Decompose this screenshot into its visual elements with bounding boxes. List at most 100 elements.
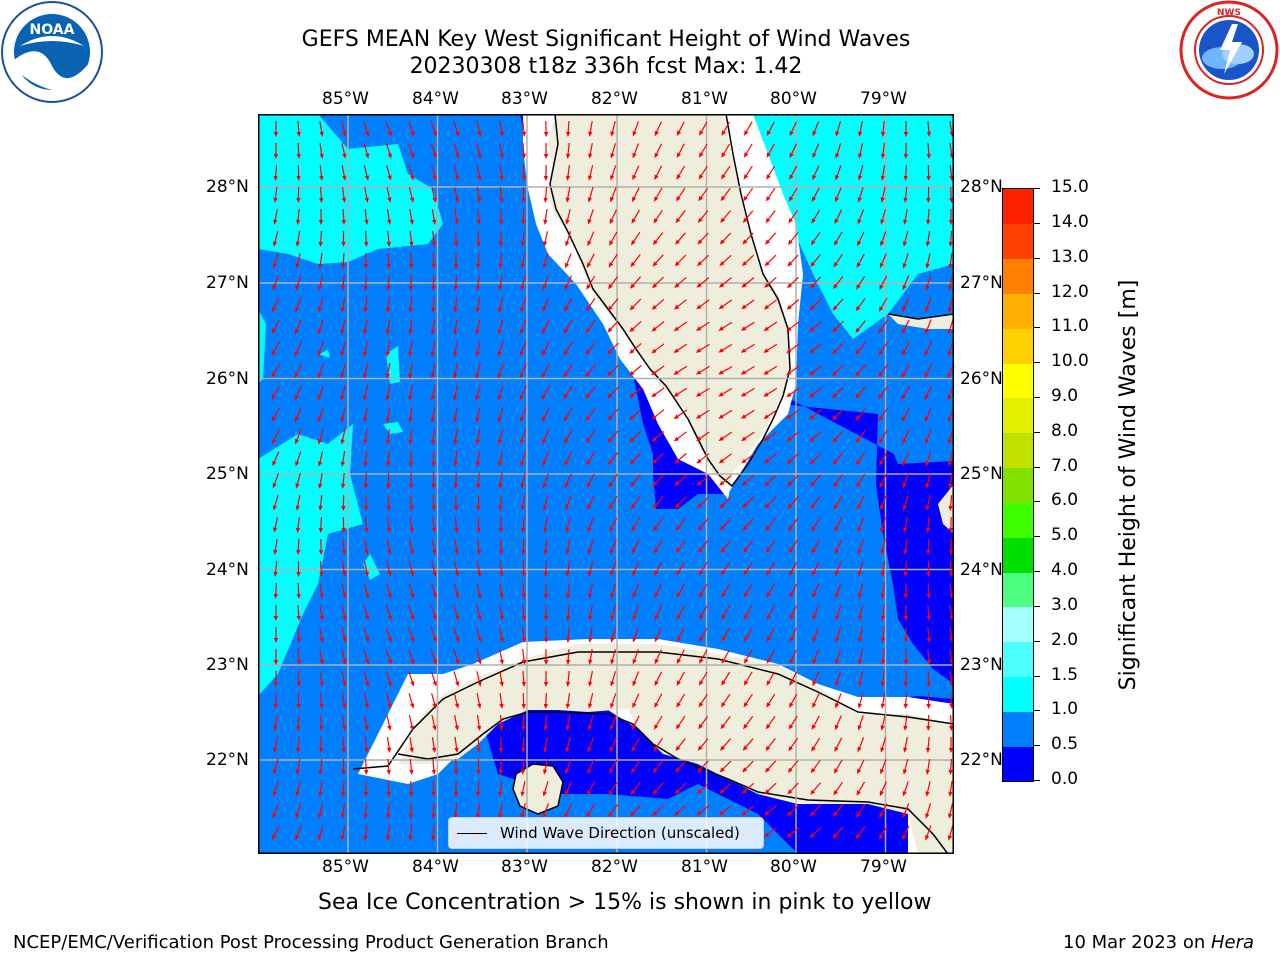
lon-label-top: 85°W <box>322 89 369 109</box>
wind-arrow-head <box>520 285 525 291</box>
wind-arrow-head <box>856 812 861 818</box>
wind-arrow-head <box>835 703 840 709</box>
wind-arrow-head <box>521 615 527 621</box>
colorbar-tick-label: 0.0 <box>1051 769 1079 789</box>
wind-arrow-head <box>720 525 725 531</box>
wind-arrow-head <box>477 571 482 577</box>
wind-arrow-head <box>810 789 816 795</box>
wind-arrow-head <box>341 505 346 511</box>
wind-arrow-head <box>319 703 324 709</box>
wind-arrow-head <box>541 372 546 378</box>
wind-arrow-head <box>364 681 370 687</box>
wind-arrow-head <box>521 726 526 731</box>
wind-arrow-head <box>475 461 481 467</box>
wind-arrow-head <box>878 438 884 444</box>
wind-arrow-head <box>296 725 301 731</box>
wind-arrow-head <box>341 242 346 247</box>
colorbar-tick-mark <box>1034 675 1040 677</box>
colorbar-tick-mark <box>1034 571 1040 573</box>
wind-arrow-head <box>365 659 370 665</box>
wind-arrow-head <box>453 792 459 797</box>
wind-arrow-head <box>903 593 908 599</box>
wind-arrow-head <box>477 175 482 181</box>
wind-arrow-head <box>519 372 524 379</box>
wind-arrow-head <box>408 285 414 291</box>
lon-label-top: 80°W <box>770 89 817 109</box>
wind-arrow-head <box>520 416 525 423</box>
wind-arrow-head <box>296 704 301 709</box>
wind-arrow-head <box>408 461 413 467</box>
wind-arrow-head <box>812 636 817 643</box>
wind-arrow-head <box>857 746 862 753</box>
wind-arrow-head <box>740 348 747 353</box>
wind-arrow-head <box>721 592 726 598</box>
wind-arrow-head <box>454 703 460 709</box>
wind-arrow-head <box>475 813 481 819</box>
lat-label-left: 25°N <box>206 464 249 484</box>
colorbar-tick-label: 2.0 <box>1051 629 1079 650</box>
wind-arrow-head <box>925 813 930 819</box>
wind-arrow-head <box>674 261 680 267</box>
wind-arrow-head <box>386 263 391 269</box>
wind-arrow-head <box>789 174 794 180</box>
wind-arrow-head <box>786 436 792 442</box>
wind-arrow-head <box>925 307 930 313</box>
wind-arrow-head <box>832 349 838 355</box>
wind-arrow-head <box>673 436 680 442</box>
wind-arrow-head <box>520 461 525 467</box>
wind-arrow-head <box>585 415 591 422</box>
wind-arrow-head <box>924 350 929 357</box>
wind-arrow-head <box>272 505 277 511</box>
wind-arrow-head <box>901 394 906 400</box>
wind-arrow-head <box>409 527 414 533</box>
wind-arrow-head <box>319 681 324 687</box>
wind-arrow-head <box>364 527 369 533</box>
wind-arrow-head <box>608 504 614 510</box>
wind-arrow-head <box>408 351 413 357</box>
wind-arrow-head <box>542 306 547 313</box>
wind-arrow-head <box>363 264 369 269</box>
wind-arrow-head <box>855 393 860 399</box>
wind-arrow-head <box>565 241 570 247</box>
wind-arrow-head <box>541 416 547 422</box>
wind-arrow-head <box>630 811 635 817</box>
map-legend: Wind Wave Direction (unscaled) <box>448 817 764 849</box>
wind-arrow-head <box>408 835 413 841</box>
wind-arrow-head <box>764 282 770 288</box>
wind-arrow-head <box>498 461 503 467</box>
wind-arrow-head <box>342 681 347 687</box>
wind-arrow-head <box>542 460 547 467</box>
wind-arrow-head <box>741 304 747 310</box>
wind-arrow-head <box>902 483 907 489</box>
wind-arrow-head <box>454 219 459 225</box>
wind-arrow-head <box>587 175 593 181</box>
wind-arrow-head <box>386 792 391 797</box>
wind-arrow-head <box>857 218 862 225</box>
wind-arrow-head <box>674 810 680 816</box>
wind-arrow-head <box>632 702 637 709</box>
lon-label-top: 84°W <box>412 89 459 109</box>
wind-arrow-head <box>832 415 838 421</box>
wind-arrow-head <box>542 483 547 489</box>
wind-arrow-head <box>654 702 659 708</box>
wind-arrow-head <box>880 175 885 181</box>
wind-arrow-head <box>766 152 771 158</box>
wind-arrow-head <box>947 395 952 401</box>
colorbar-segment <box>1003 397 1033 434</box>
wind-arrow-head <box>764 261 770 267</box>
wind-arrow-head <box>948 483 953 489</box>
wind-arrow-head <box>743 174 749 180</box>
wind-arrow-head <box>743 547 748 554</box>
wind-arrow-head <box>296 615 301 621</box>
wind-arrow-head <box>632 196 637 203</box>
wind-arrow-head <box>835 131 840 137</box>
wind-arrow-head <box>697 503 703 509</box>
lon-label-bottom: 84°W <box>412 857 459 877</box>
wind-arrow-head <box>789 702 794 708</box>
wind-arrow-head <box>543 594 549 599</box>
wind-arrow-head <box>476 483 481 489</box>
wind-arrow-head <box>763 326 769 332</box>
wind-arrow-head <box>926 725 931 731</box>
wind-arrow-head <box>902 438 907 445</box>
wind-arrow-head <box>318 769 323 775</box>
